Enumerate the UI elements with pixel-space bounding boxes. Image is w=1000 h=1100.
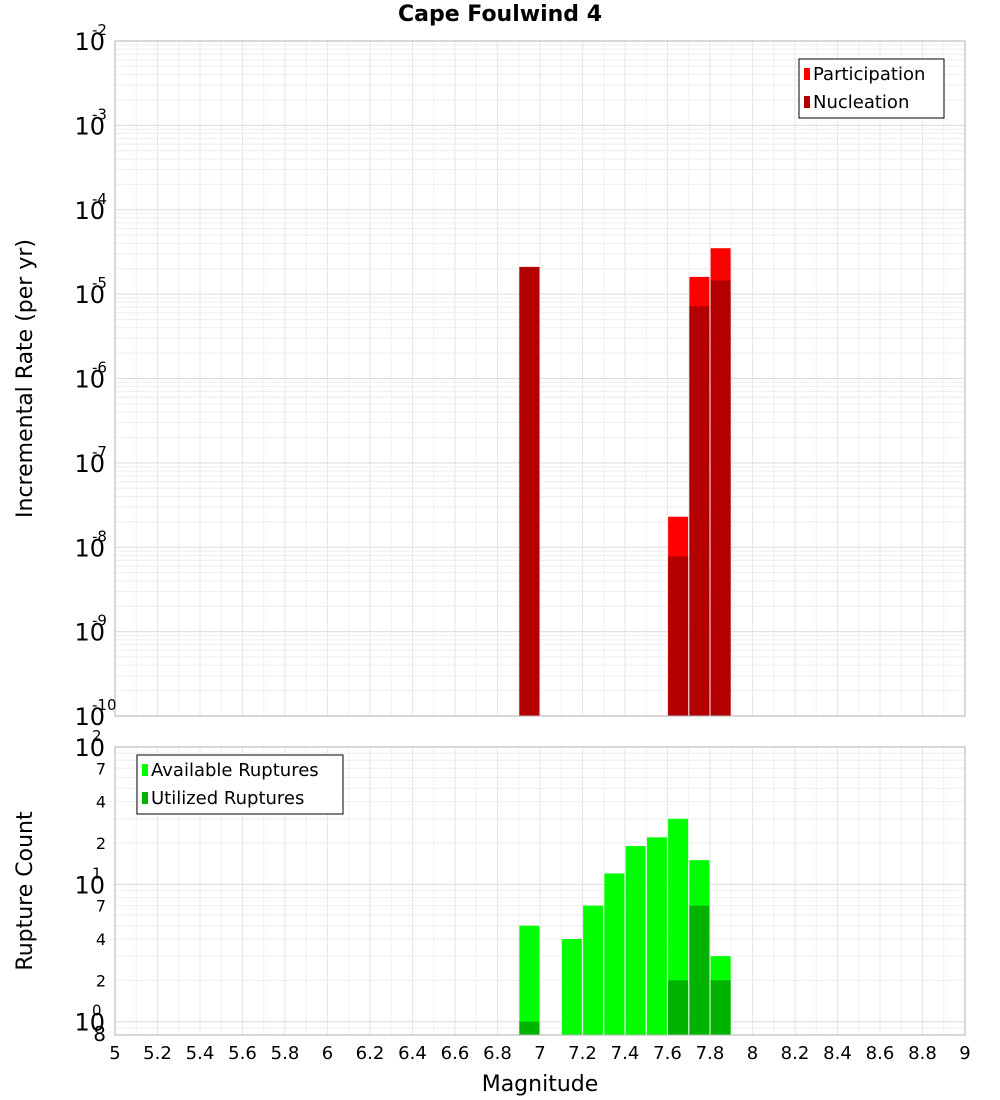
top-bar-series2 bbox=[519, 266, 540, 716]
top-bar-series2 bbox=[689, 306, 710, 716]
x-tick-label: 6.4 bbox=[398, 1043, 427, 1064]
y-tick-label-exponent: 0 bbox=[92, 1002, 102, 1020]
x-tick-label: 5.8 bbox=[271, 1043, 300, 1064]
x-tick-label: 7.2 bbox=[568, 1043, 597, 1064]
y-tick-label-exponent: -7 bbox=[92, 443, 107, 461]
bot-bar-series1 bbox=[583, 905, 604, 1035]
y-minor-tick-label: 4 bbox=[96, 930, 106, 949]
top-plot-bars bbox=[519, 248, 731, 717]
top-bar-series2 bbox=[710, 280, 731, 716]
y-tick-label-base: 10 bbox=[74, 366, 105, 394]
y-tick-label-base: 10 bbox=[74, 112, 105, 140]
y-minor-tick-label: 7 bbox=[96, 897, 106, 916]
x-tick-label: 5.2 bbox=[143, 1043, 172, 1064]
y-tick-label-base: 10 bbox=[74, 734, 105, 762]
x-tick-label: 7.6 bbox=[653, 1043, 682, 1064]
x-tick-label: 5.6 bbox=[228, 1043, 257, 1064]
y-minor-tick-label: 4 bbox=[96, 793, 106, 812]
x-tick-label: 6.2 bbox=[356, 1043, 385, 1064]
bot-bar-series2 bbox=[710, 980, 731, 1035]
legend-swatch bbox=[804, 68, 810, 80]
bot-bar-series2 bbox=[668, 980, 689, 1035]
x-tick-label: 5.4 bbox=[186, 1043, 215, 1064]
bot-bar-series1 bbox=[646, 837, 667, 1035]
x-tick-label: 9 bbox=[959, 1043, 970, 1064]
y-minor-tick-label: 2 bbox=[96, 971, 106, 990]
x-tick-label: 6 bbox=[322, 1043, 333, 1064]
y-tick-label-exponent: -9 bbox=[92, 612, 107, 630]
y-tick-label-exponent: -5 bbox=[92, 274, 107, 292]
top-plot-legend: Participation Nucleation bbox=[798, 58, 945, 119]
bottom-plot-y-label: Rupture Count bbox=[13, 811, 38, 971]
top-plot-frame bbox=[114, 40, 966, 717]
y-tick-label-base: 10 bbox=[74, 1009, 105, 1037]
x-axis-label: Magnitude bbox=[482, 1072, 599, 1097]
bot-bar-series1 bbox=[625, 846, 646, 1035]
x-tick-label: 8.8 bbox=[908, 1043, 937, 1064]
y-tick-label-exponent: -10 bbox=[92, 696, 117, 714]
y-tick-label-base: 10 bbox=[74, 450, 105, 478]
x-tick-label: 7 bbox=[534, 1043, 545, 1064]
legend-label: Nucleation bbox=[813, 92, 909, 113]
y-tick-label-exponent: -2 bbox=[92, 21, 107, 39]
top-bar-series2 bbox=[668, 556, 689, 716]
y-tick-label-base: 10 bbox=[74, 197, 105, 225]
legend-label: Participation bbox=[813, 64, 925, 85]
y-tick-label-exponent: -8 bbox=[92, 527, 107, 545]
bot-bar-series1 bbox=[604, 873, 625, 1035]
legend-label: Available Ruptures bbox=[151, 760, 319, 781]
x-tick-label: 8.6 bbox=[866, 1043, 895, 1064]
bottom-plot-bars bbox=[519, 818, 731, 1035]
x-tick-label: 5 bbox=[109, 1043, 120, 1064]
legend-swatch bbox=[804, 96, 810, 108]
y-minor-tick-label: 7 bbox=[96, 759, 106, 778]
bottom-plot-grid bbox=[114, 747, 966, 1036]
x-tick-label: 7.4 bbox=[611, 1043, 640, 1064]
x-tick-label: 6.6 bbox=[441, 1043, 470, 1064]
y-tick-label-exponent: 1 bbox=[92, 864, 102, 882]
y-tick-label-base: 10 bbox=[74, 281, 105, 309]
bottom-plot-legend: Available Ruptures Utilized Ruptures bbox=[136, 754, 344, 815]
y-tick-label-base: 10 bbox=[74, 534, 105, 562]
x-axis-ticks: 5 5.2 5.4 5.6 5.8 6 6.2 6.4 6.6 6.8 7 7.2 7.4 7.6 7.8 8… bbox=[109, 1043, 970, 1064]
y-tick-label-exponent: -3 bbox=[92, 105, 107, 123]
x-tick-label: 8 bbox=[747, 1043, 758, 1064]
y-tick-label-exponent: 2 bbox=[92, 727, 102, 745]
x-tick-label: 8.4 bbox=[823, 1043, 852, 1064]
legend-box bbox=[798, 58, 945, 119]
legend-swatch bbox=[142, 764, 148, 776]
y-tick-label-base: 10 bbox=[74, 871, 105, 899]
legend-box bbox=[136, 754, 344, 815]
chart-title: Cape Foulwind 4 bbox=[397, 2, 602, 27]
y-minor-tick-label: 2 bbox=[96, 834, 106, 853]
y-tick-label-base: 10 bbox=[74, 28, 105, 56]
bot-bar-series1 bbox=[561, 939, 582, 1035]
legend-label: Utilized Ruptures bbox=[151, 788, 304, 809]
y-tick-label-exponent: -4 bbox=[92, 190, 107, 208]
x-tick-label: 8.2 bbox=[781, 1043, 810, 1064]
bot-bar-series1 bbox=[519, 925, 540, 1035]
legend-swatch bbox=[142, 792, 148, 804]
top-plot-grid bbox=[114, 41, 966, 717]
bottom-plot-frame bbox=[114, 746, 966, 1036]
y-minor-tick-label: 8 bbox=[93, 1022, 106, 1046]
x-tick-label: 7.8 bbox=[696, 1043, 725, 1064]
bot-bar-series2 bbox=[519, 1021, 540, 1035]
top-plot-y-label: Incremental Rate (per yr) bbox=[13, 239, 38, 518]
y-tick-label-base: 10 bbox=[74, 703, 105, 731]
x-tick-label: 6.8 bbox=[483, 1043, 512, 1064]
y-tick-label-exponent: -6 bbox=[92, 359, 107, 377]
bot-bar-series2 bbox=[689, 905, 710, 1035]
y-tick-label-base: 10 bbox=[74, 619, 105, 647]
